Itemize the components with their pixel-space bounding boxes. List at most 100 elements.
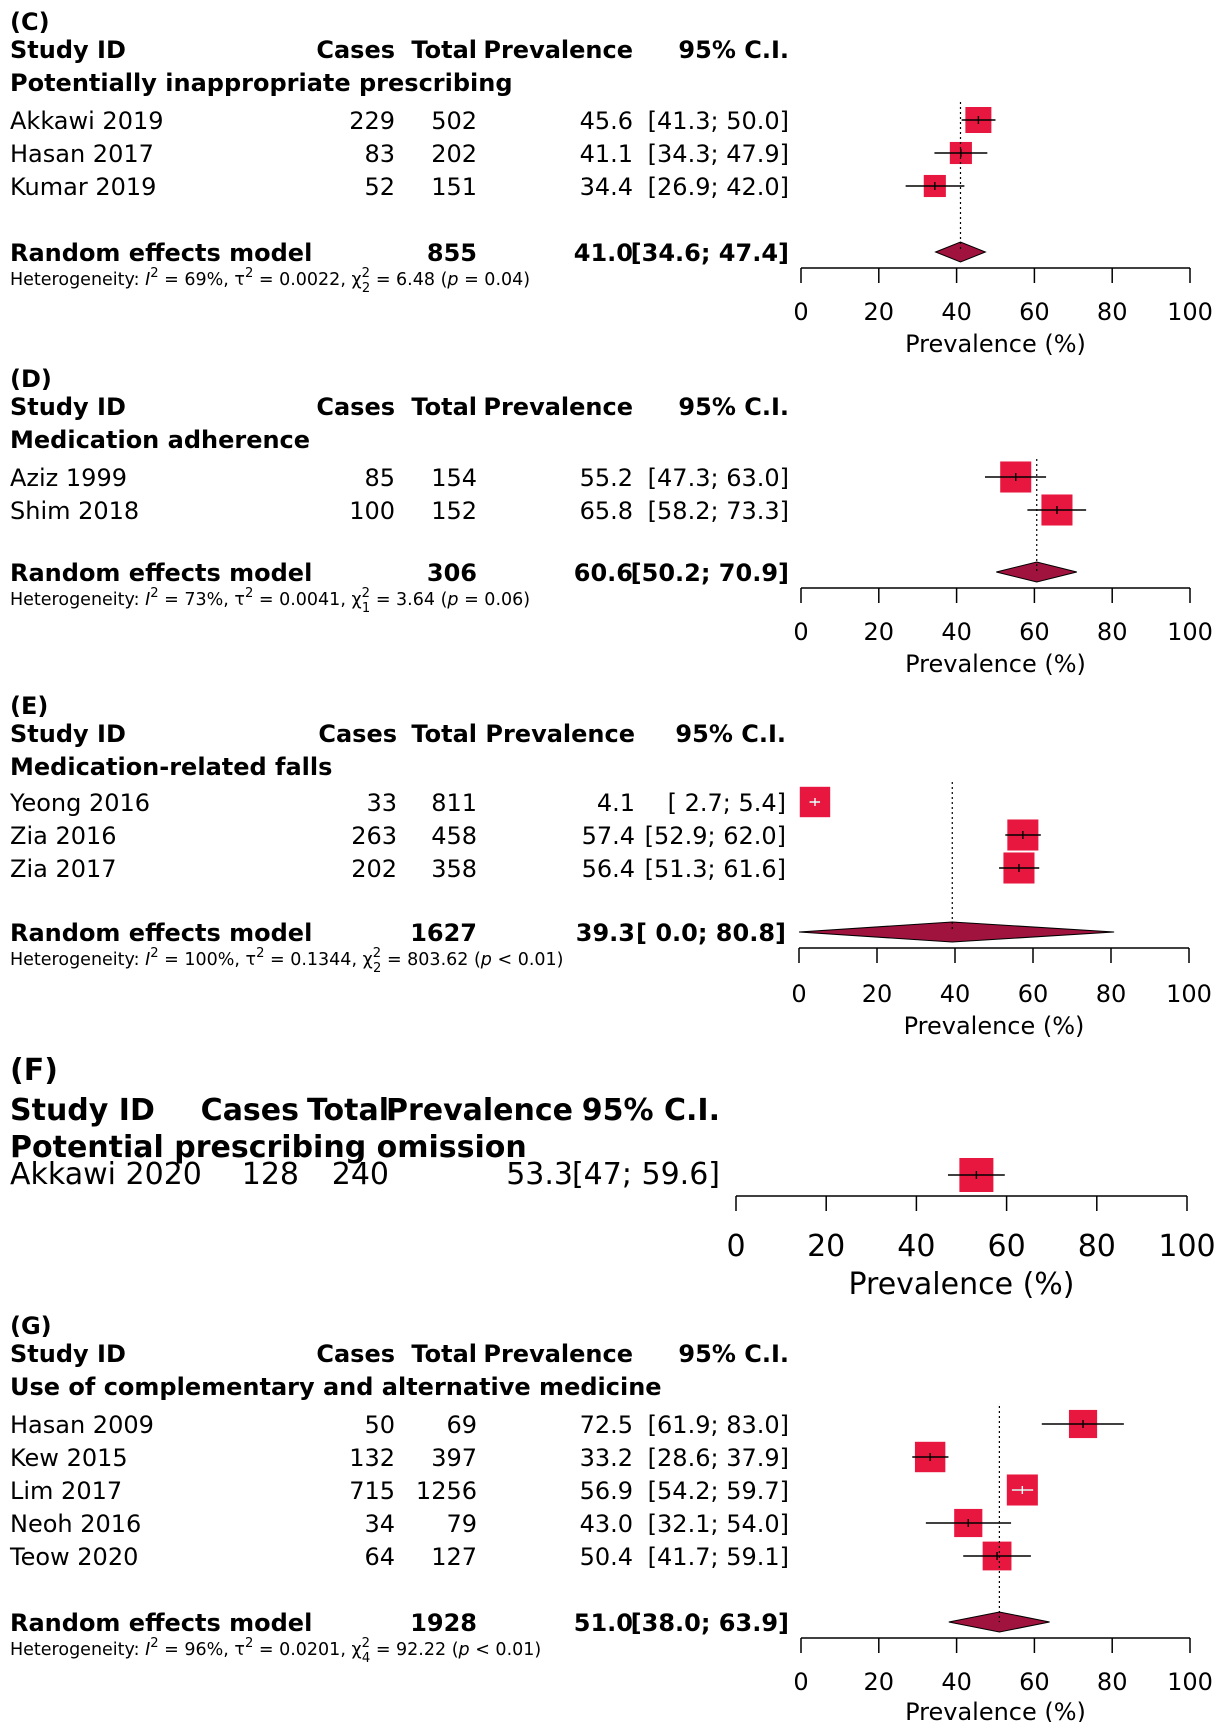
x-tick-label: 40 <box>941 1668 972 1696</box>
x-tick-label: 60 <box>1019 618 1050 646</box>
x-tick-label: 80 <box>1097 618 1128 646</box>
pooled-row: Random effects model 855 41.0[34.6; 47.4] H… <box>10 239 987 296</box>
study-row: Hasan 2009 50 69 72.5 [61.9; 83.0] <box>10 1409 1124 1439</box>
x-axis: 0 20 40 60 80 100 Prevalence (%) <box>791 947 1212 1040</box>
x-axis: 0 20 40 60 80 100 Prevalence (%) <box>793 587 1213 678</box>
study-name: Teow 2020 <box>9 1543 138 1571</box>
heterogeneity-part: = 0.0201, χ <box>253 1640 361 1660</box>
x-tick-label: 80 <box>1078 1229 1116 1264</box>
study-cases: 52 <box>364 173 395 201</box>
x-tick-label: 100 <box>1158 1229 1215 1264</box>
subgroup-label: Medication-related falls <box>10 753 332 781</box>
pooled-prevalence: 60.6 <box>574 559 633 587</box>
study-ci: [51.3; 61.6] <box>645 855 786 883</box>
study-row: Kew 2015 132 397 33.2 [28.6; 37.9] <box>10 1441 949 1473</box>
x-axis: 0 20 40 60 80 100 Prevalence (%) <box>726 1195 1215 1302</box>
study-cases: 34 <box>364 1510 395 1538</box>
x-axis-label: Prevalence (%) <box>905 650 1086 678</box>
pooled-diamond <box>934 241 987 263</box>
heterogeneity-part: Heterogeneity: <box>10 270 145 290</box>
column-header-study-id: Study ID <box>10 1340 126 1368</box>
heterogeneity-text: Heterogeneity: I2 = 100%, τ2 = 0.1344, χ… <box>10 946 564 976</box>
pooled-diamond <box>798 921 1115 943</box>
study-prevalence: 34.4 <box>580 173 633 201</box>
x-tick-label: 100 <box>1167 1668 1213 1696</box>
study-ci: [41.7; 59.1] <box>648 1543 789 1571</box>
x-tick-label: 60 <box>1019 1668 1050 1696</box>
study-total: 69 <box>446 1411 477 1439</box>
subgroup-label: Potential prescribing omission <box>10 1130 527 1165</box>
study-ci: [ 2.7; 5.4] <box>668 789 786 817</box>
pooled-label: Random effects model <box>10 239 312 267</box>
study-total: 458 <box>431 822 477 850</box>
pooled-prevalence: 41.0 <box>574 239 633 267</box>
column-header-study-id: Study ID <box>10 393 126 421</box>
heterogeneity-part: 2 <box>150 1636 158 1651</box>
study-row: Aziz 1999 85 154 55.2 [47.3; 63.0] <box>10 461 1047 493</box>
column-header-ci: 95% C.I. <box>678 393 789 421</box>
study-total: 79 <box>446 1510 477 1538</box>
x-tick-label: 80 <box>1097 1668 1128 1696</box>
pooled-total: 1928 <box>410 1609 477 1637</box>
study-row: Yeong 2016 33 811 4.1 [ 2.7; 5.4] <box>9 786 831 818</box>
heterogeneity-part: 4 <box>362 1651 370 1666</box>
column-header-study-id: Study ID <box>10 36 126 64</box>
study-prevalence: 72.5 <box>580 1411 633 1439</box>
heterogeneity-part: = 0.1344, χ <box>264 950 372 970</box>
pooled-ci: [50.2; 70.9] <box>631 559 789 587</box>
x-axis-label: Prevalence (%) <box>904 1012 1085 1040</box>
heterogeneity-part: = 92.22 ( <box>370 1640 458 1660</box>
x-tick-label: 60 <box>988 1229 1026 1264</box>
pooled-label: Random effects model <box>10 559 312 587</box>
heterogeneity-part: = 3.64 ( <box>370 590 447 610</box>
heterogeneity-part: 2 <box>150 586 158 601</box>
heterogeneity-text: Heterogeneity: I2 = 69%, τ2 = 0.0022, χ2… <box>10 266 530 296</box>
column-header-cases: Cases <box>316 36 395 64</box>
study-cases: 33 <box>366 789 397 817</box>
heterogeneity-part: 2 <box>256 946 264 961</box>
panel-label: (F) <box>10 1053 58 1088</box>
x-tick-label: 40 <box>940 980 971 1008</box>
forest-panel-g: (G)Study ID Cases Total Prevalence 95% C.I. U… <box>9 1312 1213 1722</box>
x-tick-label: 40 <box>897 1229 935 1264</box>
column-header-study-id: Study ID <box>10 720 126 748</box>
heterogeneity-part: I <box>145 270 150 290</box>
heterogeneity-part: 2 <box>150 266 158 281</box>
heterogeneity-part: 2 <box>245 1636 253 1651</box>
x-tick-label: 60 <box>1018 980 1049 1008</box>
heterogeneity-text: Heterogeneity: I2 = 96%, τ2 = 0.0201, χ2… <box>10 1636 541 1666</box>
panel-label: (D) <box>10 365 52 393</box>
study-name: Hasan 2017 <box>10 140 154 168</box>
study-ci: [32.1; 54.0] <box>648 1510 789 1538</box>
study-cases: 132 <box>349 1444 395 1472</box>
study-total: 502 <box>431 107 477 135</box>
heterogeneity-part: = 96%, τ <box>159 1640 245 1660</box>
heterogeneity-part: = 803.62 ( <box>381 950 480 970</box>
study-name: Hasan 2009 <box>10 1411 154 1439</box>
heterogeneity-part: 2 <box>362 281 370 296</box>
study-total: 202 <box>431 140 477 168</box>
x-tick-label: 0 <box>726 1229 745 1264</box>
study-cases: 50 <box>364 1411 395 1439</box>
x-axis-label: Prevalence (%) <box>848 1267 1074 1302</box>
study-row: Shim 2018 100 152 65.8 [58.2; 73.3] <box>10 494 1087 526</box>
study-cases: 85 <box>364 464 395 492</box>
heterogeneity-part: 1 <box>362 601 370 616</box>
column-header-prevalence: Prevalence <box>483 1340 633 1368</box>
heterogeneity-part: = 0.0041, χ <box>253 590 361 610</box>
study-row: Zia 2016 263 458 57.4 [52.9; 62.0] <box>10 819 1041 851</box>
study-name: Lim 2017 <box>10 1477 122 1505</box>
study-cases: 229 <box>349 107 395 135</box>
column-header-total: Total <box>411 393 477 421</box>
heterogeneity-part: 2 <box>373 961 381 976</box>
x-tick-label: 0 <box>793 618 808 646</box>
heterogeneity-part: p <box>446 270 458 290</box>
column-header-ci: 95% C.I. <box>582 1093 720 1128</box>
heterogeneity-part: 2 <box>150 946 158 961</box>
x-axis: 0 20 40 60 80 100 Prevalence (%) <box>793 267 1213 358</box>
pooled-row: Random effects model 306 60.6[50.2; 70.9] H… <box>10 559 1077 616</box>
column-header-cases: Cases <box>316 1340 395 1368</box>
column-header-prevalence: Prevalence <box>386 1093 573 1128</box>
column-header-cases: Cases <box>318 720 397 748</box>
study-total: 358 <box>431 855 477 883</box>
